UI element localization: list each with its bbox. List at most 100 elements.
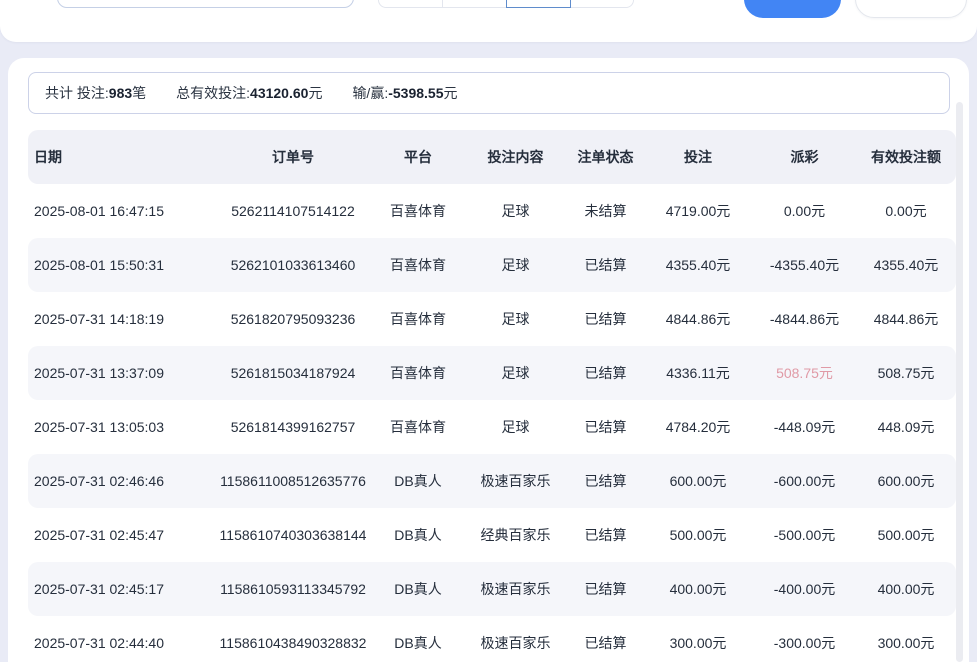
table-cell: 极速百家乐: [480, 581, 551, 597]
search-button[interactable]: [744, 0, 841, 18]
table-cell: 已结算: [584, 473, 627, 489]
table-cell: 4784.20元: [665, 419, 731, 435]
table-row: 2025-07-31 02:45:17 1158610593113345792 DB…: [28, 562, 956, 616]
table-cell: 极速百家乐: [480, 473, 551, 489]
table-cell: 足球: [501, 257, 530, 273]
table-cell: -4844.86元: [769, 311, 840, 327]
table-cell: 4336.11元: [666, 365, 730, 381]
table-cell: 500.00元: [669, 527, 727, 543]
date-range-input[interactable]: [57, 0, 354, 8]
summary-bar: 共计 投注:983笔 总有效投注:43120.60元 输/赢:-5398.55元: [28, 72, 950, 114]
table-row: 2025-07-31 13:05:03 5261814399162757 百喜体育 足…: [28, 400, 956, 454]
table-cell: 2025-08-01 15:50:31: [34, 257, 164, 273]
table-cell: 百喜体育: [390, 311, 446, 327]
column-header: 投注内容: [487, 149, 544, 165]
table-row: 2025-08-01 15:50:31 5262101033613460 百喜体育 足…: [28, 238, 956, 292]
column-header: 日期: [34, 149, 62, 165]
table-cell: 2025-07-31 02:45:47: [34, 527, 164, 543]
table-cell: 2025-07-31 02:46:46: [34, 473, 164, 489]
table-cell: -400.00元: [773, 581, 836, 597]
table-cell: 1158610593113345792: [220, 581, 366, 597]
table-cell: 400.00元: [877, 581, 935, 597]
table-cell: 4844.86元: [665, 311, 731, 327]
table-header: 日期 订单号 平台 投注内容 注单状态 投注 派彩 有效投注额: [28, 130, 956, 184]
summary-total-bets: 共计 投注:983笔: [45, 85, 147, 101]
summary-win-loss: 输/赢:-5398.55元: [352, 85, 458, 101]
column-header: 投注: [684, 149, 712, 165]
table-cell: 300.00元: [669, 635, 727, 651]
table-cell: 百喜体育: [390, 419, 446, 435]
table-cell: 1158610438490328832: [219, 635, 367, 651]
table-cell: 500.00元: [877, 527, 935, 543]
table-cell: -448.09元: [773, 419, 836, 435]
table-cell: 已结算: [584, 635, 627, 651]
table-cell: DB真人: [394, 473, 442, 489]
column-header: 有效投注额: [871, 149, 941, 165]
table-cell: 已结算: [584, 419, 627, 435]
table-cell: 4355.40元: [665, 257, 731, 273]
table-cell: DB真人: [394, 527, 442, 543]
table-cell: 2025-07-31 02:44:40: [34, 635, 164, 651]
table-cell: 2025-08-01 16:47:15: [34, 203, 164, 219]
table-cell: 百喜体育: [390, 257, 446, 273]
table-cell: 5261820795093236: [230, 311, 356, 327]
reset-button[interactable]: [855, 0, 967, 18]
table-cell: -500.00元: [773, 527, 836, 543]
column-header: 派彩: [790, 149, 819, 165]
table-cell: -300.00元: [773, 635, 836, 651]
table-cell: 已结算: [584, 365, 627, 381]
bet-records-card: 共计 投注:983笔 总有效投注:43120.60元 输/赢:-5398.55元…: [8, 58, 969, 662]
table-row: 2025-07-31 02:45:47 1158610740303638144 DB…: [28, 508, 956, 562]
table-cell: 1158611008512635776: [220, 473, 366, 489]
table-cell: 5262101033613460: [230, 257, 356, 273]
segment-option-2[interactable]: [443, 0, 507, 7]
table-row: 2025-07-31 02:46:46 1158611008512635776 DB…: [28, 454, 956, 508]
segment-option-4[interactable]: [570, 0, 633, 7]
table-cell: 经典百家乐: [480, 527, 551, 543]
table-cell: 未结算: [584, 203, 627, 219]
table-cell: 0.00元: [783, 203, 826, 219]
table-row: 2025-07-31 13:37:09 5261815034187924 百喜体育 足…: [28, 346, 956, 400]
segment-option-3-selected[interactable]: [506, 0, 571, 8]
column-header: 平台: [404, 149, 432, 165]
table-cell: 400.00元: [669, 581, 727, 597]
table-cell: 5261815034187924: [230, 365, 356, 381]
table-cell: DB真人: [394, 581, 442, 597]
table-cell: 5261814399162757: [230, 419, 356, 435]
table-cell: 4844.86元: [873, 311, 939, 327]
table-cell: 足球: [501, 419, 530, 435]
table-cell: 4719.00元: [665, 203, 731, 219]
table-cell: 已结算: [584, 257, 627, 273]
table-cell: 5262114107514122: [231, 203, 355, 219]
table-cell: 600.00元: [669, 473, 727, 489]
table-row: 2025-07-31 14:18:19 5261820795093236 百喜体育 足…: [28, 292, 956, 346]
table-row: 2025-08-01 16:47:15 5262114107514122 百喜体育 足…: [28, 184, 956, 238]
table-cell: 极速百家乐: [480, 635, 551, 651]
table-cell: 已结算: [584, 581, 627, 597]
column-header: 订单号: [272, 149, 314, 165]
segment-option-1[interactable]: [379, 0, 443, 7]
table-cell: 2025-07-31 13:05:03: [34, 419, 164, 435]
table-row: 2025-07-31 02:44:40 1158610438490328832 DB…: [28, 616, 956, 662]
quick-date-segmented-control: [378, 0, 634, 8]
table-body: 2025-08-01 16:47:15 5262114107514122 百喜体育足…: [20, 184, 957, 662]
table-cell: 足球: [501, 311, 530, 327]
table-cell: 508.75元: [877, 365, 935, 381]
table-cell: 508.75元: [776, 365, 833, 381]
toolbar: [0, 0, 977, 42]
table-cell: -600.00元: [773, 473, 836, 489]
table-cell: 已结算: [584, 311, 627, 327]
vertical-scrollbar[interactable]: [956, 102, 963, 662]
table-cell: 2025-07-31 13:37:09: [34, 365, 164, 381]
table-cell: 2025-07-31 02:45:17: [34, 581, 164, 597]
table-cell: 百喜体育: [390, 365, 446, 381]
table-cell: DB真人: [394, 635, 442, 651]
table-cell: -4355.40元: [769, 257, 840, 273]
table-cell: 600.00元: [877, 473, 935, 489]
summary-valid-bets: 总有效投注:43120.60元: [176, 85, 323, 101]
table-cell: 0.00元: [885, 203, 927, 219]
bet-records-table: 日期 订单号 平台 投注内容 注单状态 投注 派彩 有效投注额 2025-08-01 16:4…: [20, 130, 957, 662]
table-cell: 足球: [501, 203, 530, 219]
table-cell: 448.09元: [877, 419, 935, 435]
table-cell: 300.00元: [877, 635, 935, 651]
